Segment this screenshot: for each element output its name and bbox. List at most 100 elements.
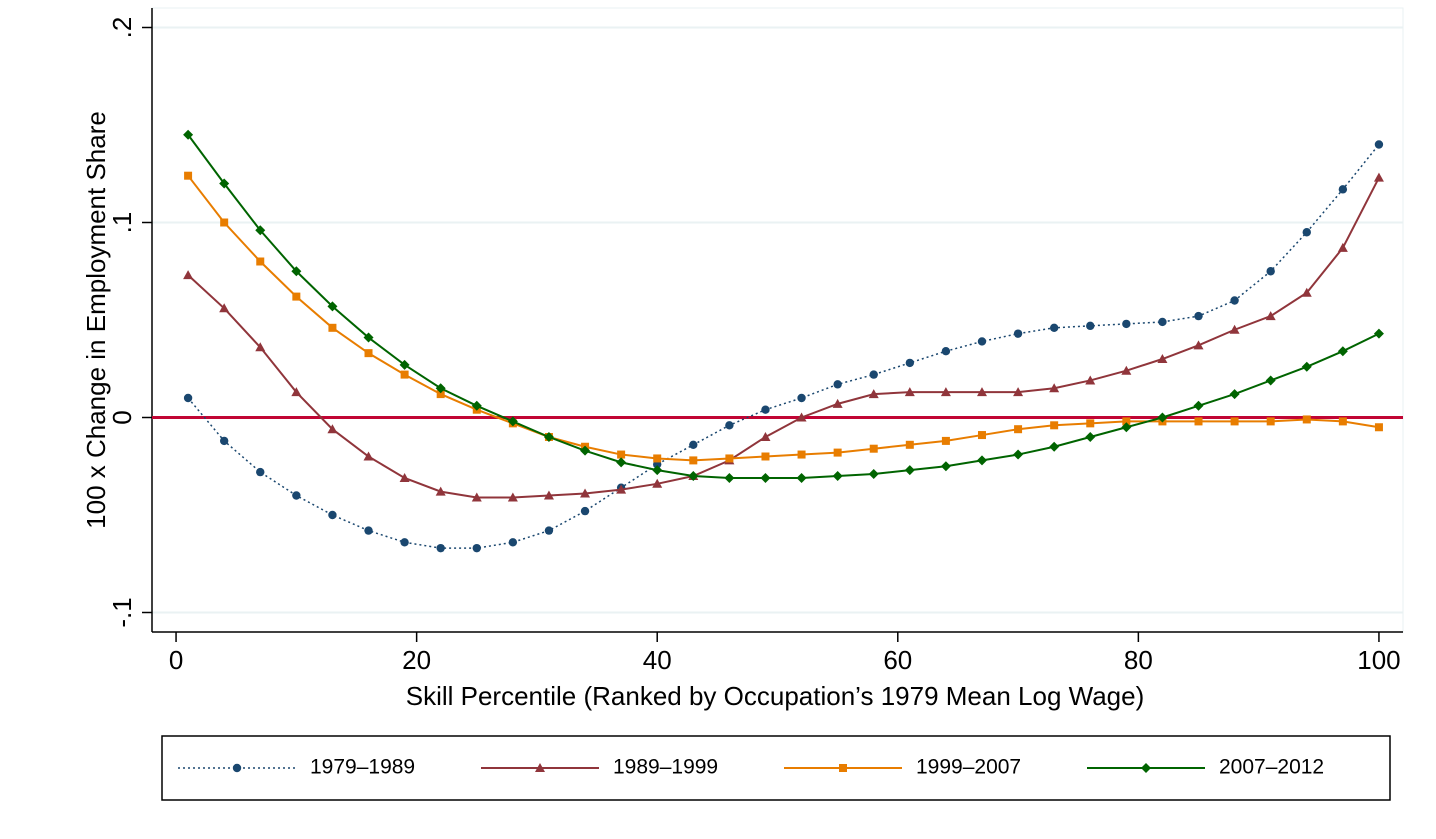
marker [797, 450, 806, 459]
marker [940, 387, 951, 397]
marker [1374, 423, 1383, 432]
marker [689, 440, 698, 449]
marker [436, 390, 445, 399]
marker [940, 461, 951, 472]
marker [1266, 267, 1275, 276]
marker [327, 301, 338, 312]
marker [1338, 185, 1348, 194]
marker [435, 383, 446, 394]
marker [833, 380, 842, 389]
x-tick-label: 0 [169, 645, 183, 675]
marker [1121, 365, 1132, 375]
marker [399, 472, 410, 482]
marker [1086, 419, 1095, 428]
marker [508, 538, 518, 547]
marker [1301, 287, 1312, 297]
marker [941, 436, 950, 445]
marker [507, 492, 518, 502]
legend-marker [839, 764, 847, 772]
marker [725, 421, 734, 430]
x-tick-label: 60 [883, 645, 912, 675]
marker [1157, 412, 1168, 423]
marker [616, 457, 627, 468]
marker [543, 432, 554, 442]
marker [1265, 311, 1276, 321]
legend-marker [232, 763, 242, 773]
marker [1194, 417, 1203, 426]
marker [1230, 296, 1239, 305]
marker [472, 543, 481, 553]
marker [617, 450, 626, 459]
marker [183, 270, 194, 280]
marker [291, 266, 302, 277]
marker [580, 488, 591, 498]
legend-label: 1979–1989 [310, 756, 415, 779]
marker [1229, 324, 1240, 334]
marker [652, 465, 663, 476]
marker [363, 332, 374, 343]
marker [904, 387, 915, 397]
marker [471, 492, 482, 502]
marker [724, 472, 735, 483]
y-tick-label: .1 [107, 212, 137, 234]
marker [1229, 389, 1240, 400]
marker [976, 455, 987, 466]
marker [688, 471, 699, 481]
marker [219, 303, 230, 313]
marker [1013, 387, 1024, 397]
marker [1373, 172, 1384, 182]
marker [1086, 321, 1095, 331]
marker [796, 412, 807, 422]
y-tick-label: -.1 [107, 597, 137, 627]
marker [580, 445, 591, 456]
marker [400, 370, 409, 379]
marker [1302, 415, 1311, 424]
marker [869, 444, 878, 453]
marker [868, 469, 879, 480]
marker [1049, 441, 1060, 452]
marker [435, 486, 446, 496]
y-tick-label: .2 [107, 17, 137, 39]
legend-marker [535, 763, 545, 772]
marker [1193, 400, 1204, 411]
x-tick-label: 20 [402, 645, 431, 675]
marker [1013, 329, 1023, 338]
marker [364, 349, 373, 358]
marker [1121, 422, 1132, 433]
marker [1266, 417, 1275, 426]
x-axis-title: Skill Percentile (Ranked by Occupation’s… [406, 681, 1145, 711]
marker [220, 218, 229, 227]
marker [689, 456, 698, 465]
legend-label: 2007–2012 [1219, 756, 1324, 779]
marker [363, 451, 374, 461]
marker [255, 342, 266, 352]
marker [869, 370, 878, 379]
marker [184, 171, 193, 180]
marker [868, 389, 879, 399]
marker [976, 387, 987, 397]
marker [580, 506, 590, 516]
marker [905, 358, 915, 368]
marker [1194, 311, 1203, 321]
marker [1265, 375, 1276, 386]
marker [1050, 421, 1059, 430]
marker [832, 398, 843, 408]
marker [1301, 361, 1312, 372]
marker [797, 393, 806, 403]
marker [1302, 228, 1311, 237]
marker [796, 472, 807, 483]
y-axis-title: 100 x Change in Employment Share [81, 111, 111, 529]
marker [256, 257, 265, 266]
marker [292, 491, 301, 500]
series-line [187, 177, 1380, 499]
marker [256, 467, 265, 477]
plot-area [151, 7, 1404, 633]
marker [832, 471, 843, 481]
marker [905, 440, 914, 449]
series-line [187, 144, 1380, 549]
marker [543, 490, 554, 500]
marker [328, 323, 337, 332]
series-line [187, 175, 1380, 462]
x-tick-label: 80 [1124, 645, 1153, 675]
legend-label: 1989–1999 [613, 756, 718, 779]
